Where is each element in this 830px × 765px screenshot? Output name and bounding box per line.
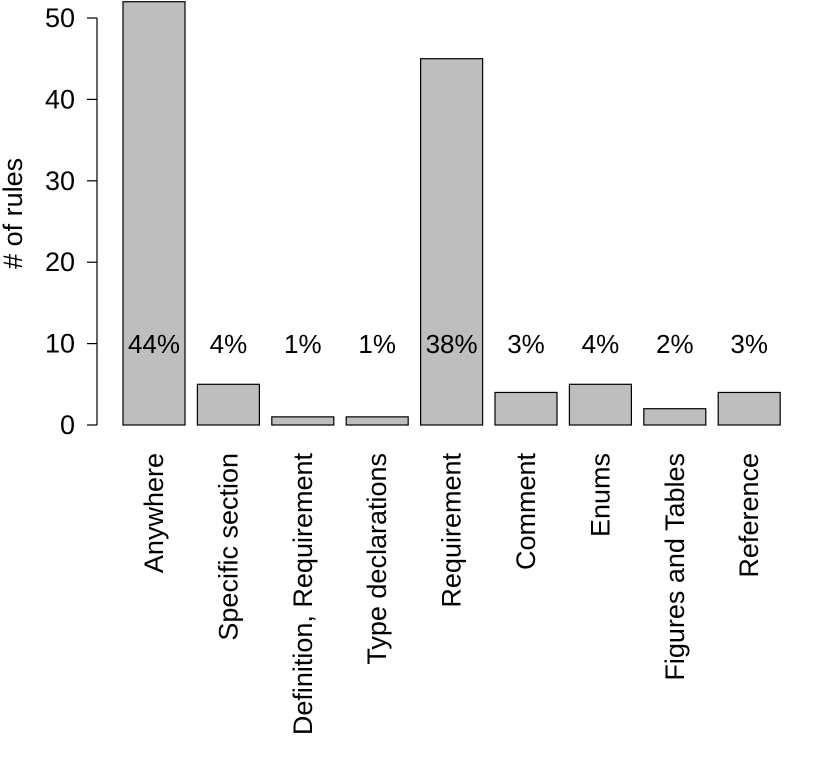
- bar: [643, 408, 707, 426]
- y-axis: 0 10 20 30 40 50: [45, 3, 98, 440]
- y-axis-title: # of rules: [0, 158, 28, 269]
- bar: [717, 391, 781, 426]
- category-label: Anywhere: [139, 453, 169, 573]
- y-tick-label: 0: [60, 410, 75, 440]
- percent-label: 4%: [582, 329, 620, 359]
- category-label: Specific section: [213, 453, 243, 641]
- y-tick-label: 30: [45, 166, 75, 196]
- percent-label: 1%: [284, 329, 322, 359]
- category-label: Type declarations: [362, 453, 392, 665]
- percent-label: 2%: [656, 329, 694, 359]
- category-label: Reference: [734, 453, 764, 578]
- percent-label: 1%: [358, 329, 396, 359]
- category-label: Figures and Tables: [660, 453, 690, 681]
- percent-label: 38%: [426, 329, 478, 359]
- bars: [122, 1, 781, 426]
- category-label: Enums: [585, 453, 615, 537]
- category-label: Definition, Requirement: [288, 453, 318, 736]
- y-tick-label: 50: [45, 3, 75, 33]
- category-labels: Anywhere Specific section Definition, Requ…: [139, 453, 764, 736]
- bar: [196, 383, 260, 426]
- category-label: Requirement: [437, 453, 467, 608]
- bar: [420, 58, 484, 426]
- bar: [494, 391, 558, 426]
- bar: [568, 383, 633, 426]
- y-tick-label: 20: [45, 247, 75, 277]
- percent-label: 3%: [730, 329, 768, 359]
- bar: [271, 416, 335, 426]
- bar: [122, 1, 186, 426]
- category-label: Comment: [511, 453, 541, 571]
- percent-labels: 44% 4% 1% 1% 38% 3% 4% 2% 3%: [128, 329, 768, 359]
- percent-label: 44%: [128, 329, 180, 359]
- percent-label: 3%: [507, 329, 545, 359]
- bar: [345, 416, 409, 426]
- y-tick-label: 10: [45, 329, 75, 359]
- percent-label: 4%: [210, 329, 248, 359]
- y-tick-label: 40: [45, 84, 75, 114]
